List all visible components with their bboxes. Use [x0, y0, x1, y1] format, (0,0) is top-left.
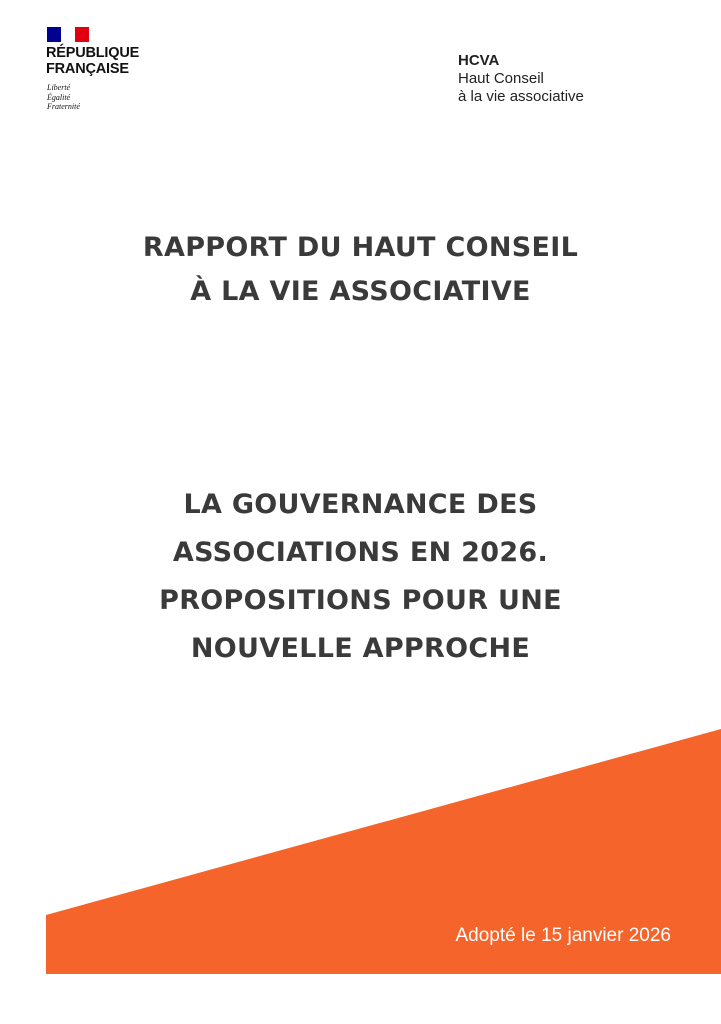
title-line: À LA VIE ASSOCIATIVE: [190, 276, 531, 307]
republique-francaise-logo-text: RÉPUBLIQUE FRANÇAISE: [46, 45, 139, 77]
motto: Liberté Égalité Fraternité: [47, 83, 80, 112]
hcva-logo: HCVA Haut Conseil à la vie associative: [458, 52, 584, 106]
title-line: RAPPORT DU HAUT CONSEIL: [142, 232, 579, 263]
report-title: RAPPORT DU HAUT CONSEIL À LA VIE ASSOCIA…: [0, 226, 721, 314]
adoption-date: Adopté le 15 janvier 2026: [455, 925, 672, 946]
title-line: NOUVELLE APPROCHE: [190, 633, 531, 664]
logo-line: RÉPUBLIQUE: [46, 45, 140, 61]
motto-line: Égalité: [47, 92, 71, 102]
subject-title: LA GOUVERNANCE DES ASSOCIATIONS EN 2026.…: [0, 481, 721, 673]
motto-line: Liberté: [47, 83, 71, 92]
title-line: ASSOCIATIONS EN 2026.: [172, 537, 549, 568]
title-line: LA GOUVERNANCE DES: [183, 489, 538, 520]
org-name: à la vie associative: [458, 88, 584, 105]
motto-line: Fraternité: [47, 102, 80, 111]
org-acronym: HCVA: [458, 52, 500, 69]
title-line: PROPOSITIONS POUR UNE: [159, 585, 562, 616]
orange-shape: [46, 729, 721, 974]
french-flag-logo: [47, 27, 89, 42]
org-name: Haut Conseil: [458, 70, 544, 87]
logo-line: FRANÇAISE: [46, 61, 129, 77]
